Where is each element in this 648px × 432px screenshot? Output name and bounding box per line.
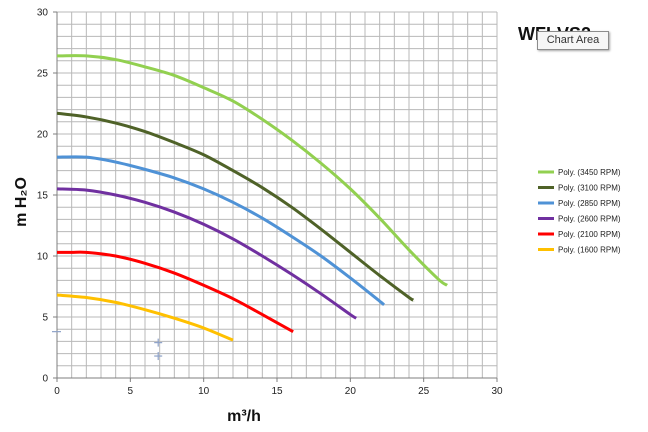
y-axis-title: m H₂O xyxy=(13,177,30,227)
legend-label-0: Poly. (3450 RPM) xyxy=(558,168,621,177)
x-tick-label: 10 xyxy=(198,386,210,397)
legend-label-5: Poly. (1600 RPM) xyxy=(558,246,621,255)
y-tick-label: 0 xyxy=(42,374,48,385)
series-line-0 xyxy=(56,54,448,287)
series-line-2 xyxy=(56,155,386,306)
plot-grid xyxy=(56,11,498,379)
series-lines xyxy=(56,54,448,342)
legend-label-4: Poly. (2100 RPM) xyxy=(558,230,621,239)
legend: Poly. (3450 RPM) Poly. (3100 RPM) Poly. (2… xyxy=(538,168,621,255)
x-tick-label: 25 xyxy=(418,386,430,397)
y-tick-label: 20 xyxy=(37,130,49,141)
legend-label-3: Poly. (2600 RPM) xyxy=(558,215,621,224)
x-axis-title: m³/h xyxy=(227,408,261,425)
x-tick-label: 30 xyxy=(491,386,503,397)
series-line-1 xyxy=(56,111,415,302)
tick-labels: 0 5 10 15 20 25 30 0 5 10 15 20 25 30 xyxy=(37,8,503,398)
legend-label-2: Poly. (2850 RPM) xyxy=(558,199,621,208)
data-markers xyxy=(52,331,163,361)
y-tick-label: 15 xyxy=(37,191,49,202)
series-line-4 xyxy=(57,250,294,333)
chart-area-tooltip: Chart Area xyxy=(537,31,609,50)
y-tick-label: 10 xyxy=(37,252,49,263)
y-tick-label: 30 xyxy=(37,8,49,19)
series-line-3 xyxy=(56,187,357,320)
y-tick-label: 25 xyxy=(37,69,49,80)
legend-label-1: Poly. (3100 RPM) xyxy=(558,184,621,193)
x-tick-label: 15 xyxy=(271,386,283,397)
x-tick-label: 0 xyxy=(54,386,60,397)
series-line-5 xyxy=(56,293,234,342)
axes xyxy=(53,11,498,382)
y-tick-label: 5 xyxy=(42,313,48,324)
x-tick-label: 5 xyxy=(128,386,134,397)
x-tick-label: 20 xyxy=(345,386,357,397)
